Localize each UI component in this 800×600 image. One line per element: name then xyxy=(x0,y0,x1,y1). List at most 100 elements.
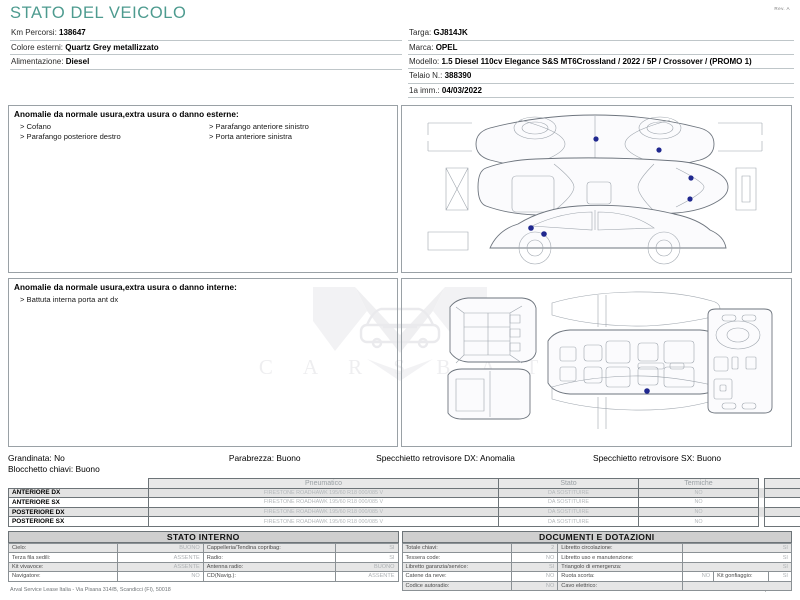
documento-value: SI xyxy=(510,561,559,573)
documento-value: NO xyxy=(681,571,715,582)
field-modello-label: Modello: xyxy=(409,57,440,66)
documento-value: SI xyxy=(767,571,793,582)
table-row: ANTERIORE DX FIRESTONE ROADHAWK 195/60 R… xyxy=(8,487,800,499)
damage-marker xyxy=(593,136,599,142)
summary-specchietto-dx: Specchietto retrovisore DX: Anomalia xyxy=(376,453,593,464)
interno-value: ASSENTE xyxy=(117,561,204,573)
tire-cerchi: ANOMALIA xyxy=(764,506,800,518)
table-row: Codice autoradio: NO Cavo elettrico: xyxy=(401,580,793,591)
stato-interno-title: STATO INTERNO xyxy=(8,530,399,543)
dashboard-view xyxy=(707,308,773,414)
tire-position: POSTERIORE DX xyxy=(8,506,149,518)
tire-termiche: NO xyxy=(638,506,759,518)
table-row: POSTERIORE DX FIRESTONE ROADHAWK 195/60 … xyxy=(8,506,800,518)
car-plan-view xyxy=(445,157,757,217)
damage-marker xyxy=(644,388,650,394)
interno-value: BUONO xyxy=(117,542,204,554)
documento-value: 2 xyxy=(510,542,559,554)
tire-pneumatico: FIRESTONE ROADHAWK 195/60 R18 000/085 V xyxy=(148,506,499,518)
summary-blocchetto-chiavi-label: Blocchetto chiavi: xyxy=(8,464,74,474)
tires-header-row: Pneumatico Stato Termiche Cerchi in lega xyxy=(9,478,800,489)
documento-key: Triangolo di emergenza: xyxy=(557,561,683,573)
page-title: STATO DEL VEICOLO xyxy=(10,4,187,22)
documento-key: Totale chiavi: xyxy=(401,542,512,554)
damage-marker xyxy=(541,231,547,237)
documento-key: Catene da neve: xyxy=(401,571,512,582)
damage-marker xyxy=(528,225,534,231)
car-top-view xyxy=(427,114,763,174)
summary-grandinata-label: Grandinata: xyxy=(8,453,52,463)
internal-anomalies-box: Anomalie da normale usura,extra usura o … xyxy=(8,278,398,447)
documento-key: Libretto garanzia/service: xyxy=(401,561,512,573)
tire-termiche: NO xyxy=(638,516,759,527)
field-targa-value: GJ814JK xyxy=(433,28,468,37)
tire-gap xyxy=(758,507,765,517)
tire-gap xyxy=(758,488,765,498)
summary-parabrezza-value: Buono xyxy=(276,453,301,463)
tire-termiche: NO xyxy=(638,487,759,499)
damage-marker xyxy=(687,196,693,202)
tire-cerchi: ANOMALIA xyxy=(764,516,800,527)
stato-interno-table: Cielo: BUONO Cappelleria/Tendina copriba… xyxy=(7,542,399,582)
external-anomalies-left-column: Cofano Parafango posteriore destro xyxy=(14,122,203,141)
summary-grandinata-value: No xyxy=(54,453,65,463)
interior-diagram xyxy=(401,278,792,447)
tire-pneumatico: FIRESTONE ROADHAWK 195/60 R18 000/085 V xyxy=(148,487,499,499)
interno-value: ASSENTE xyxy=(335,571,399,582)
interno-key: Radio: xyxy=(202,552,337,563)
tire-pneumatico: FIRESTONE ROADHAWK 195/60 R18 000/085 V xyxy=(148,497,499,508)
interno-value: SI xyxy=(335,542,399,554)
summary-specchietto-dx-value: Anomalia xyxy=(479,453,515,463)
table-row: Libretto garanzia/service: SI Triangolo … xyxy=(401,561,793,573)
field-colore-esterni-value: Quartz Grey metallizzato xyxy=(65,42,159,52)
field-colore-esterni: Colore esterni: Quartz Grey metallizzato xyxy=(10,41,402,55)
car-side-view xyxy=(427,204,727,265)
damage-marker xyxy=(656,147,662,153)
documento-value: SI xyxy=(681,561,793,573)
table-row: Tessera code: NO Libretto uso e manutenz… xyxy=(401,552,793,563)
tire-stato: DA SOSTITUIRE xyxy=(498,487,639,499)
table-row: Cielo: BUONO Cappelleria/Tendina copriba… xyxy=(7,542,399,554)
anomaly-item: Parafango anteriore sinistro xyxy=(203,122,392,132)
external-anomalies-list: Cofano Parafango posteriore destro Paraf… xyxy=(14,122,392,141)
tires-header-stato: Stato xyxy=(498,478,639,489)
documenti-table: Totale chiavi: 2 Libretto circolazione: … xyxy=(401,542,793,591)
anomaly-item: Battuta interna porta ant dx xyxy=(14,295,392,305)
tires-header-cerchi: Cerchi in lega xyxy=(764,478,800,489)
table-row: Navigatore: NO CD(Navig.): ASSENTE xyxy=(7,571,399,582)
tires-header-pneumatico: Pneumatico xyxy=(148,478,499,489)
summary-strip: Grandinata: No Parabrezza: Buono Specchi… xyxy=(8,453,792,475)
documento-key: Ruota scorta: xyxy=(557,571,683,582)
documento-key: Libretto circolazione: xyxy=(557,542,683,554)
documento-key: Tessera code: xyxy=(401,552,512,563)
stato-interno-panel: STATO INTERNO Cielo: BUONO Cappelleria/T… xyxy=(7,530,399,591)
documento-value: NO xyxy=(510,571,559,582)
interno-key: Terza fila sedili: xyxy=(7,552,119,563)
anomaly-item: Parafango posteriore destro xyxy=(14,132,203,142)
tire-stato: DA SOSTITUIRE xyxy=(498,497,639,508)
interno-value: SI xyxy=(335,552,399,563)
vehicle-info-left: Km Percorsi: 138647 Colore esterni: Quar… xyxy=(10,26,402,98)
cabin-top-view xyxy=(547,291,723,429)
field-targa: Targa: GJ814JK xyxy=(408,26,794,41)
tire-position: POSTERIORE SX xyxy=(8,516,149,527)
bottom-panels: STATO INTERNO Cielo: BUONO Cappelleria/T… xyxy=(7,530,793,591)
anomaly-item: Porta anteriore sinistra xyxy=(203,132,392,142)
table-row: Catene da neve: NO Ruota scorta: NO Kit … xyxy=(401,571,793,582)
summary-specchietto-sx: Specchietto retrovisore SX: Buono xyxy=(593,453,792,464)
external-anomalies-right-column: Parafango anteriore sinistro Porta anter… xyxy=(203,122,392,141)
field-alimentazione-label: Alimentazione: xyxy=(11,57,64,66)
interno-key: Cappelleria/Tendina copribag: xyxy=(202,542,337,554)
tire-stato: DA SOSTITUIRE xyxy=(498,516,639,527)
tires-table: Pneumatico Stato Termiche Cerchi in lega… xyxy=(8,478,800,527)
field-km-percorsi: Km Percorsi: 138647 xyxy=(10,26,402,41)
field-marca-value: OPEL xyxy=(435,42,458,52)
interno-value: BUONO xyxy=(335,561,399,573)
interno-key: Kit vivavoce: xyxy=(7,561,119,573)
tire-cerchi: ANOMALIA xyxy=(764,487,800,499)
field-alimentazione-value: Diesel xyxy=(65,57,90,66)
interno-key: Cielo: xyxy=(7,542,119,554)
interno-key: CD(Navig.): xyxy=(202,571,337,582)
documenti-panel: DOCUMENTI E DOTAZIONI Totale chiavi: 2 L… xyxy=(401,530,793,591)
field-telaio: Telaio N.: 388390 xyxy=(408,69,794,84)
